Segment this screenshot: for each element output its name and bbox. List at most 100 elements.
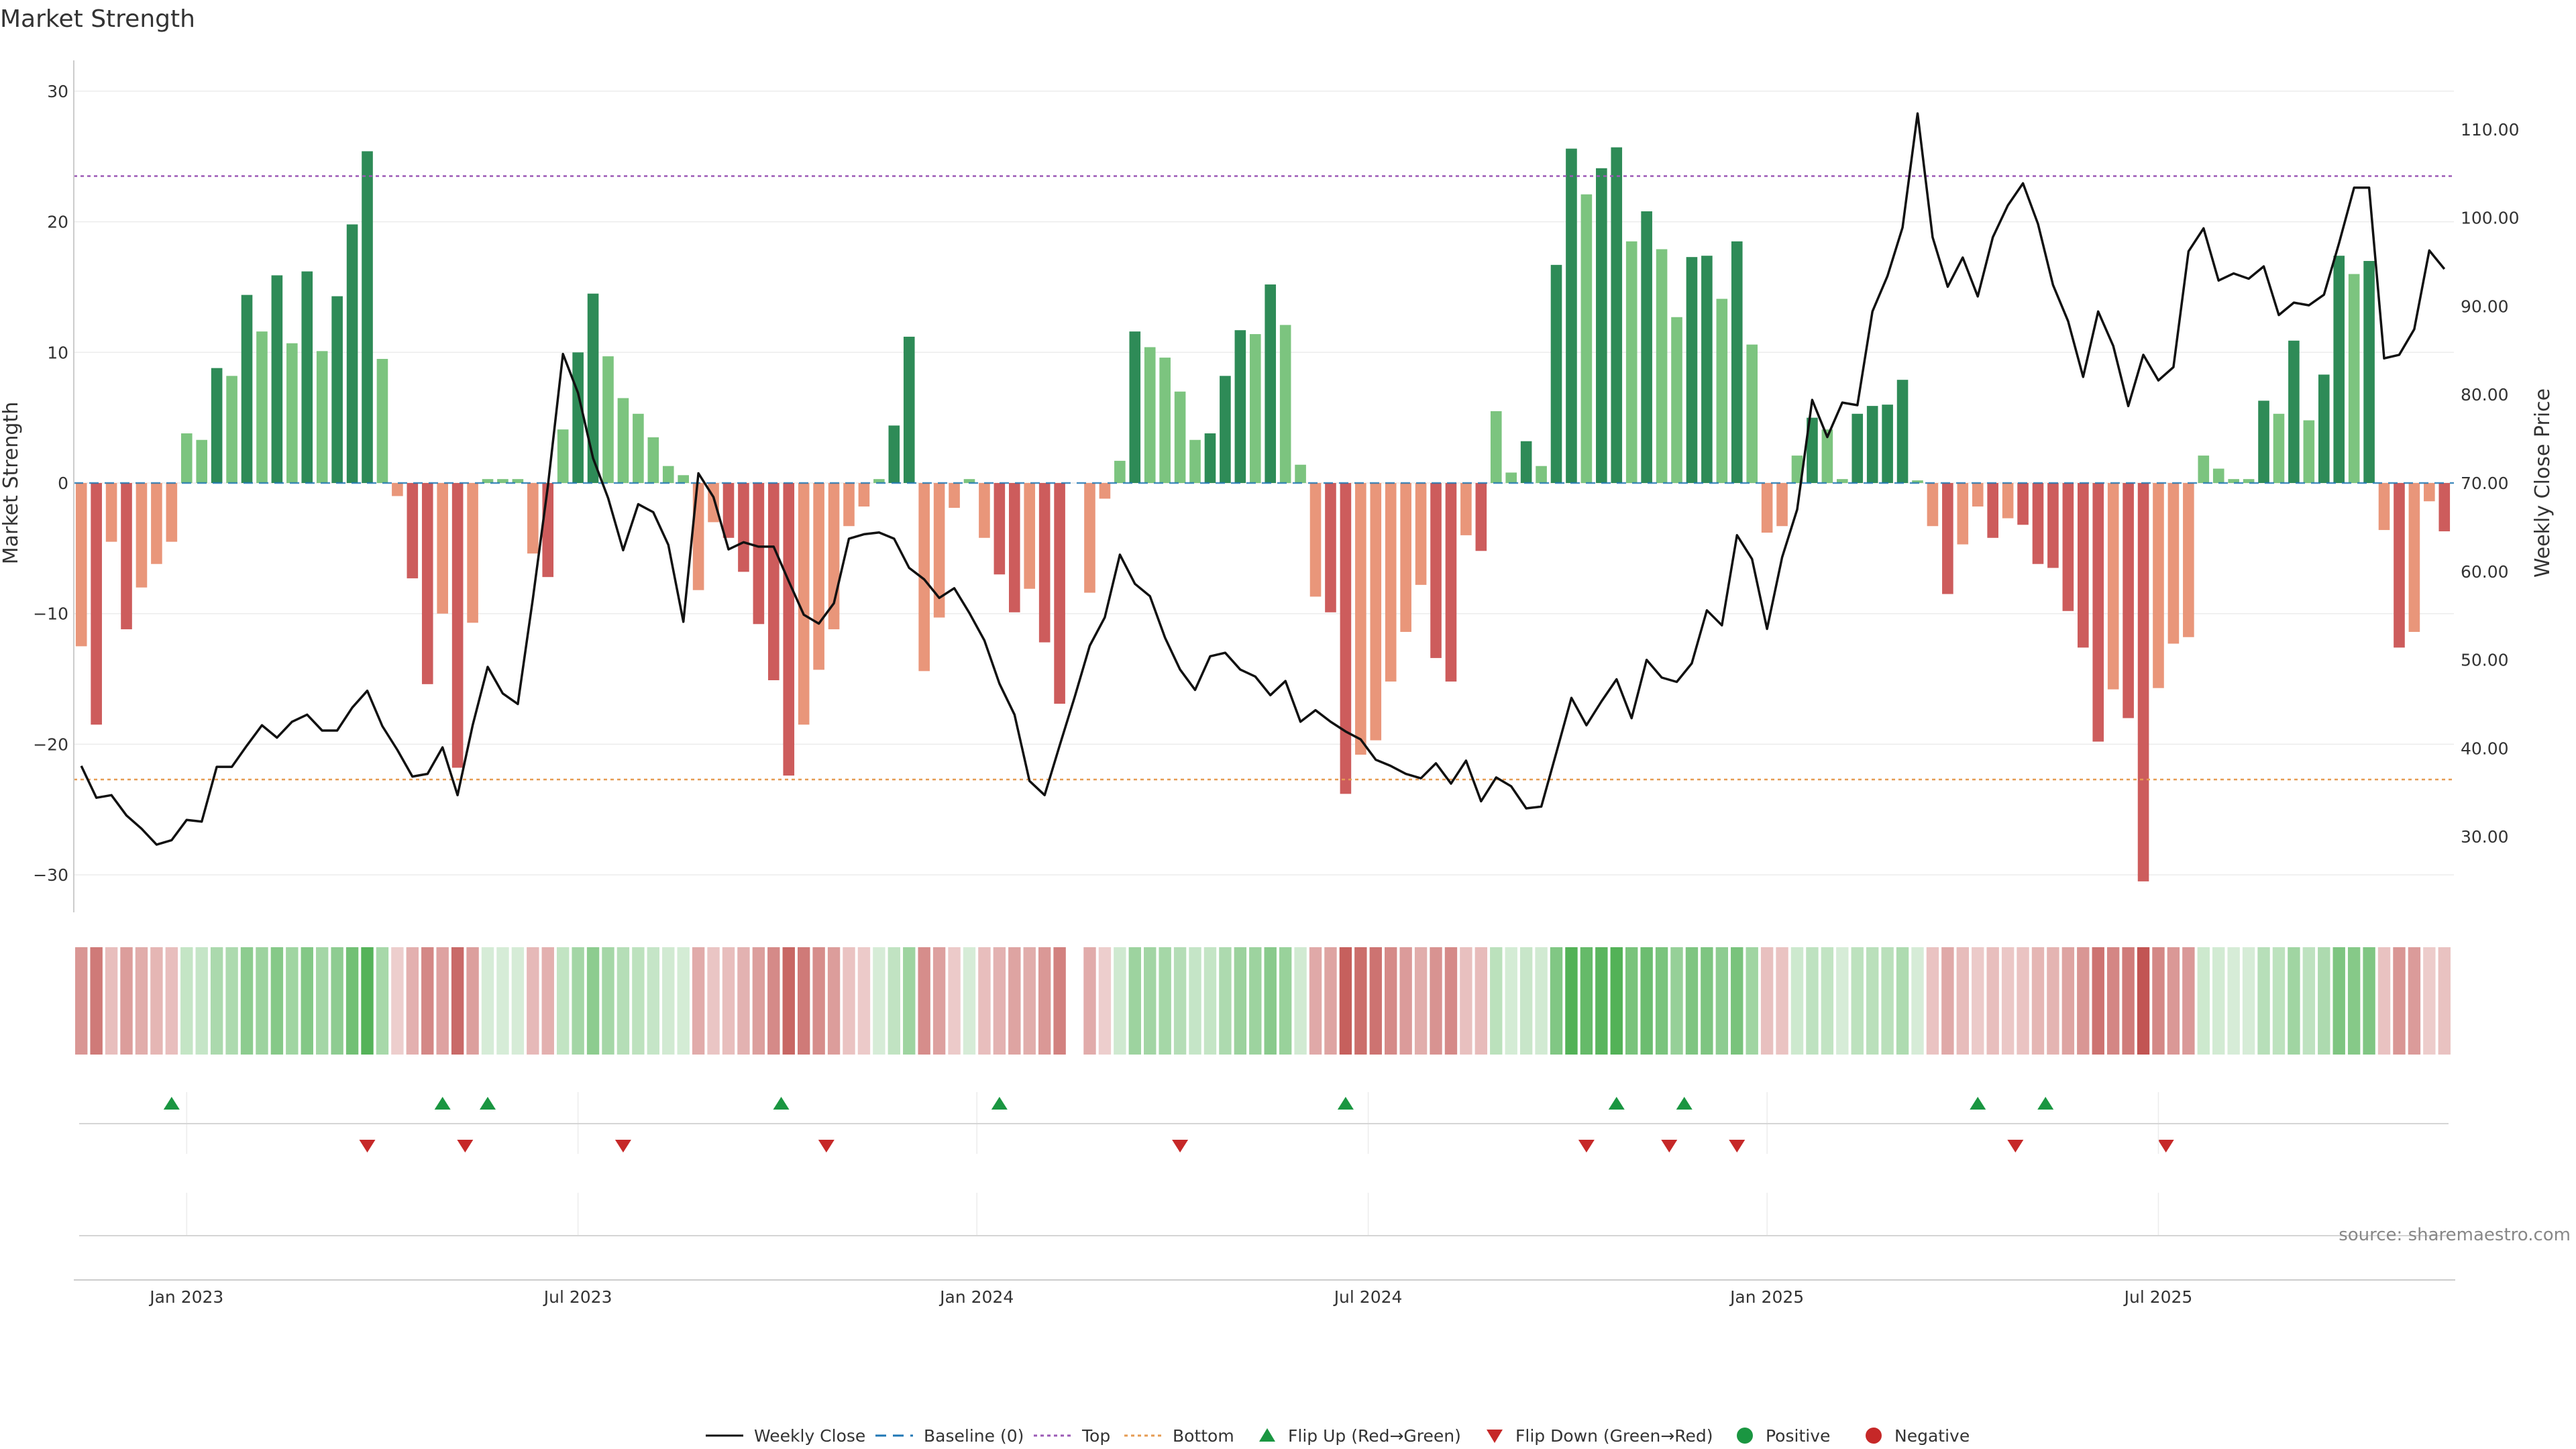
flip-up-marker xyxy=(1608,1097,1625,1110)
strength-bar xyxy=(1520,441,1532,483)
heatmap-cell xyxy=(2272,947,2286,1055)
heatmap-cell xyxy=(2212,947,2225,1055)
heatmap-cell xyxy=(812,947,825,1055)
heatmap-cell xyxy=(2137,947,2150,1055)
heatmap-cell xyxy=(572,947,584,1055)
strength-bar xyxy=(1641,211,1652,483)
strength-bar xyxy=(1189,439,1201,483)
heatmap-cell xyxy=(857,947,871,1055)
strength-bar xyxy=(105,483,117,542)
heatmap-cell xyxy=(2152,947,2165,1055)
legend-weekly-close-label: Weekly Close xyxy=(754,1426,865,1446)
legend-flip-up-icon xyxy=(1259,1428,1275,1442)
strength-bar xyxy=(1249,334,1261,483)
heatmap-cell xyxy=(1851,947,1864,1055)
legend-positive-label: Positive xyxy=(1766,1426,1830,1446)
strength-bar xyxy=(1445,483,1457,682)
right-tick-label: 90.00 xyxy=(2461,297,2509,316)
strength-bar xyxy=(346,224,358,483)
strength-bar xyxy=(2363,261,2375,483)
right-tick-label: 100.00 xyxy=(2461,209,2519,228)
right-tick-label: 70.00 xyxy=(2461,474,2509,493)
strength-bar xyxy=(2123,483,2134,718)
strength-bar xyxy=(497,479,508,483)
heatmap-cell xyxy=(1144,947,1157,1055)
heatmap-cell xyxy=(1159,947,1171,1055)
strength-bar xyxy=(1837,479,1848,483)
strength-bar xyxy=(75,483,87,647)
heatmap-cell xyxy=(436,947,449,1055)
strength-bar xyxy=(678,475,689,483)
heatmap-cell xyxy=(903,947,916,1055)
heatmap-cell xyxy=(797,947,810,1055)
heatmap-cell xyxy=(1053,947,1066,1055)
heatmap-cell xyxy=(556,947,570,1055)
strength-bar xyxy=(1490,411,1502,483)
heatmap-cell xyxy=(376,947,389,1055)
heatmap-cell xyxy=(1911,947,1924,1055)
flip-down-marker xyxy=(2157,1140,2174,1152)
heatmap-cell xyxy=(2001,947,2015,1055)
strength-bar xyxy=(421,483,433,684)
strength-bar xyxy=(768,483,780,680)
strength-bar xyxy=(1716,299,1728,483)
strength-bar xyxy=(1008,483,1020,612)
flip-down-marker xyxy=(818,1140,835,1152)
strength-bar xyxy=(2348,274,2360,483)
strength-bar xyxy=(2167,483,2180,644)
strength-bar xyxy=(949,483,960,508)
strength-bar xyxy=(512,479,524,483)
strength-bar xyxy=(1927,483,1939,527)
strength-bar xyxy=(753,483,765,625)
flip-up-marker xyxy=(434,1097,451,1110)
flip-up-marker xyxy=(163,1097,180,1110)
strength-bar xyxy=(1987,483,1998,538)
strength-bar xyxy=(1896,380,1909,483)
heatmap-cell xyxy=(1098,947,1112,1055)
strength-bar xyxy=(2243,479,2255,483)
strength-bar xyxy=(542,483,554,578)
heatmap-cell xyxy=(135,947,148,1055)
left-tick-label: 30 xyxy=(47,82,68,101)
heatmap-cell xyxy=(1234,947,1247,1055)
heatmap-cell xyxy=(165,947,178,1055)
heatmap-cell xyxy=(1821,947,1834,1055)
flip-down-marker xyxy=(1729,1140,1746,1152)
strength-bar xyxy=(979,483,990,538)
heatmap-cell xyxy=(737,947,750,1055)
heatmap-cell xyxy=(2393,947,2406,1055)
strength-bar xyxy=(662,466,674,483)
strength-bar xyxy=(1204,433,1216,483)
strength-bar xyxy=(858,483,870,507)
heatmap-cell xyxy=(270,947,284,1055)
strength-bar xyxy=(933,483,945,618)
heatmap-cell xyxy=(2332,947,2345,1055)
strength-bar xyxy=(2288,340,2300,483)
right-tick-label: 30.00 xyxy=(2461,827,2509,847)
heatmap-cell xyxy=(2017,947,2029,1055)
flip-down-marker xyxy=(359,1140,376,1152)
strength-bar xyxy=(1400,483,1411,632)
strength-bar xyxy=(316,351,328,483)
heatmap-cell xyxy=(1505,947,1517,1055)
heatmap-cell xyxy=(361,947,374,1055)
x-tick-label: Jan 2023 xyxy=(148,1287,223,1307)
flip-up-marker xyxy=(1337,1097,1354,1110)
strength-bar xyxy=(1084,483,1095,593)
chart-title: Market Strength xyxy=(0,5,195,33)
flip-up-marker xyxy=(2037,1097,2054,1110)
legend-flip-down-label: Flip Down (Green→Red) xyxy=(1515,1426,1713,1446)
right-tick-label: 40.00 xyxy=(2461,739,2509,758)
heatmap-cell xyxy=(963,947,976,1055)
heatmap-cell xyxy=(1430,947,1442,1055)
strength-bar xyxy=(2424,483,2435,502)
heatmap-cell xyxy=(391,947,404,1055)
strength-bar xyxy=(963,479,975,483)
strength-bar xyxy=(1295,464,1306,483)
heatmap-cell xyxy=(120,947,133,1055)
strength-bar xyxy=(1505,472,1517,483)
strength-bar xyxy=(1972,483,1984,507)
heatmap-cell xyxy=(2363,947,2375,1055)
strength-bar xyxy=(2212,468,2224,483)
heatmap-cell xyxy=(2377,947,2391,1055)
